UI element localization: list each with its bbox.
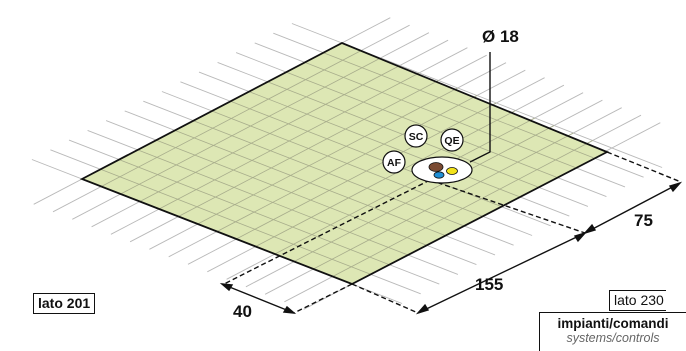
brown-conduit [428,162,444,172]
dimension-lines [219,181,683,315]
diameter-leader: Ø 18 [469,27,519,163]
blue-conduit [433,171,445,179]
service-hole [411,156,473,184]
side-label-left: lato 201 [33,293,96,314]
badge-af-label: AF [387,157,402,169]
diameter-label: Ø 18 [482,27,519,46]
grid-line [255,110,516,247]
grid-line [216,95,478,232]
badge-qe: QE [440,128,464,152]
dimension-40: 40 [233,302,252,321]
dimension-75: 75 [634,211,653,230]
platform-surface [82,43,607,284]
badge-sc: SC [404,124,428,148]
grid-line [248,91,520,197]
grid-line [332,140,593,277]
legend-line-2: systems/controls [566,331,660,345]
badge-sc-label: SC [409,131,424,143]
grid-line [274,117,536,255]
badge-qe-label: QE [444,135,459,147]
yellow-conduit [446,167,458,175]
grid-line [286,71,557,178]
badge-af: AF [382,150,406,174]
grid-line [293,125,555,262]
legend-box: impianti/comandi systems/controls [539,312,686,351]
grid-line [313,132,574,270]
grid-line [267,81,538,188]
extension-lines [223,151,682,314]
dimension-155: 155 [475,275,503,294]
grid-line [304,62,576,168]
grid-line [236,102,497,240]
legend-line-1: impianti/comandi [557,316,669,331]
grid-line [323,52,594,159]
side-label-right: lato 230 [609,290,666,311]
